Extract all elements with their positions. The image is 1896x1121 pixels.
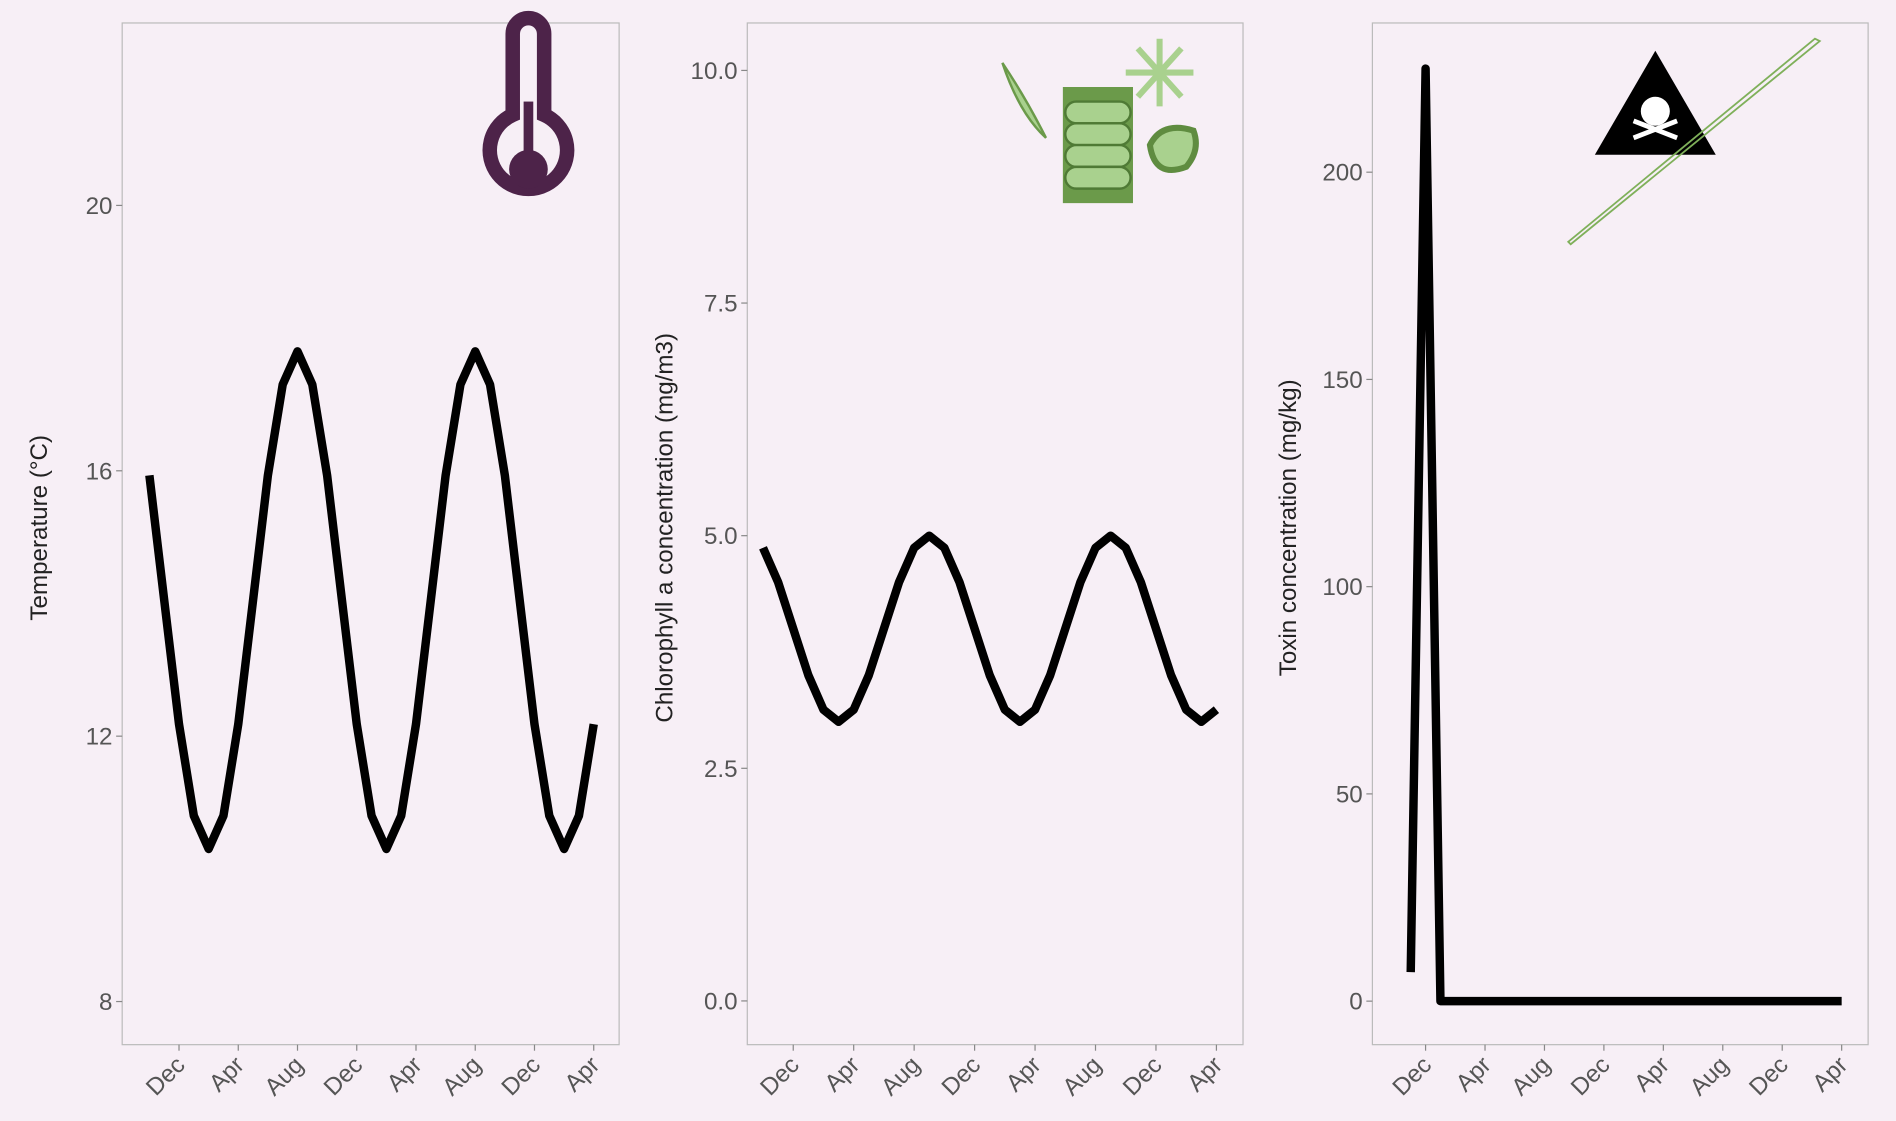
y-tick-label: 2.5 bbox=[704, 756, 738, 783]
y-axis-title: Chlorophyll a concentration (mg/m3) bbox=[651, 333, 678, 723]
y-tick-label: 20 bbox=[86, 193, 113, 220]
y-tick-label: 0.0 bbox=[704, 988, 738, 1015]
panel-frame bbox=[1371, 22, 1869, 1046]
y-axis-title: Toxin concentration (mg/kg) bbox=[1275, 379, 1302, 676]
algae-icon bbox=[1001, 38, 1199, 204]
thermometer-icon bbox=[482, 10, 575, 197]
y-tick-label: 8 bbox=[99, 989, 112, 1016]
data-line bbox=[1406, 64, 1842, 1006]
y-axis-title: Temperature (°C) bbox=[26, 435, 53, 621]
panel-frame bbox=[746, 22, 1244, 1046]
toxin-icon bbox=[1566, 37, 1822, 246]
y-tick-label: 10.0 bbox=[691, 58, 738, 85]
y-tick-label: 50 bbox=[1336, 781, 1363, 808]
data-line bbox=[145, 347, 598, 854]
y-tick-label: 12 bbox=[86, 724, 113, 751]
y-tick-label: 0 bbox=[1349, 989, 1362, 1016]
y-tick-label: 16 bbox=[86, 458, 113, 485]
data-line bbox=[759, 531, 1220, 727]
y-tick-label: 150 bbox=[1322, 367, 1362, 394]
y-tick-label: 200 bbox=[1322, 160, 1362, 187]
y-tick-label: 7.5 bbox=[704, 291, 738, 318]
y-tick-label: 5.0 bbox=[704, 523, 738, 550]
y-tick-label: 100 bbox=[1322, 574, 1362, 601]
